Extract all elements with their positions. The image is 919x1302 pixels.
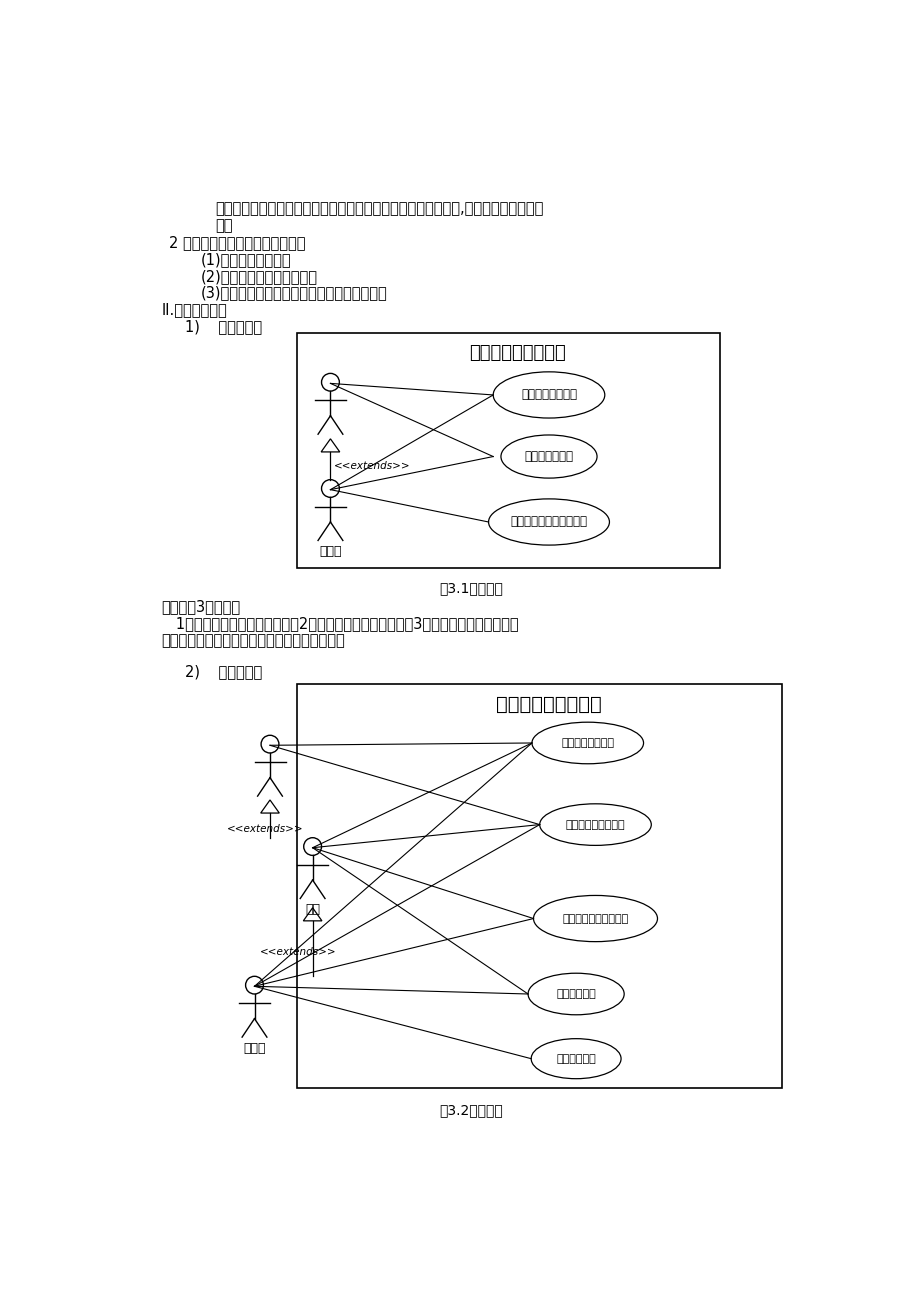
Text: II.系统功能需求: II.系统功能需求 <box>162 302 227 318</box>
Text: 论。: 论。 <box>216 217 233 233</box>
Text: 管理员: 管理员 <box>319 546 341 559</box>
Text: (2)数据之间关联的正确性。: (2)数据之间关联的正确性。 <box>200 268 317 284</box>
Bar <box>297 684 780 1088</box>
Bar <box>297 333 719 568</box>
Text: 图3.2系统用例: 图3.2系统用例 <box>439 1103 503 1117</box>
Text: 按时间统计教师工作量: 按时间统计教师工作量 <box>562 914 628 923</box>
Text: 管理员: 管理员 <box>243 1042 266 1055</box>
Text: 查询教师工作量信息: 查询教师工作量信息 <box>565 819 625 829</box>
Text: 具体实现方式需要各个子系统之间进行相互协调协商以进行解决,本设计中先暂不予讨: 具体实现方式需要各个子系统之间进行相互协调协商以进行解决,本设计中先暂不予讨 <box>216 201 543 216</box>
Text: 图3.1业务用例: 图3.1业务用例 <box>439 581 503 595</box>
Text: 教师工作量管理系统: 教师工作量管理系统 <box>469 344 566 362</box>
Text: 教师工作量管理系统: 教师工作量管理系统 <box>495 695 601 713</box>
Text: 查询教师工作量: 查询教师工作量 <box>524 450 573 464</box>
Text: 管理教师信息: 管理教师信息 <box>556 1053 596 1064</box>
Text: <<extends>>: <<extends>> <box>227 824 303 835</box>
Text: 2)    系统用例：: 2) 系统用例： <box>185 664 262 680</box>
Text: 需要实现3个用例。: 需要实现3个用例。 <box>162 599 241 615</box>
Text: 信息，工作量，并管理学院教职工的详细信息。: 信息，工作量，并管理学院教职工的详细信息。 <box>162 633 345 648</box>
Text: 查询教师详细信息: 查询教师详细信息 <box>520 388 576 401</box>
Text: 2 对完整性而言，系统要求如下：: 2 对完整性而言，系统要求如下： <box>169 234 305 250</box>
Text: <<extends>>: <<extends>> <box>260 948 336 957</box>
Text: 查询统计报表: 查询统计报表 <box>556 990 596 999</box>
Text: 管理学院教职工详细信息: 管理学院教职工详细信息 <box>510 516 587 529</box>
Text: (1)各主键不能为空。: (1)各主键不能为空。 <box>200 251 290 267</box>
Text: 1教师可以查询教师详细信息；2教师可以查询本人工作量；3管理员可以查询教师详细: 1教师可以查询教师详细信息；2教师可以查询本人工作量；3管理员可以查询教师详细 <box>162 616 517 631</box>
Text: (3)数据本身要具有相应的用户定义的约束性。: (3)数据本身要具有相应的用户定义的约束性。 <box>200 285 387 301</box>
Text: 查询教师详细信息: 查询教师详细信息 <box>561 738 614 747</box>
Text: 领导: 领导 <box>305 904 320 917</box>
Text: 1)    业务用例：: 1) 业务用例： <box>185 319 262 335</box>
Text: <<extends>>: <<extends>> <box>334 461 410 471</box>
